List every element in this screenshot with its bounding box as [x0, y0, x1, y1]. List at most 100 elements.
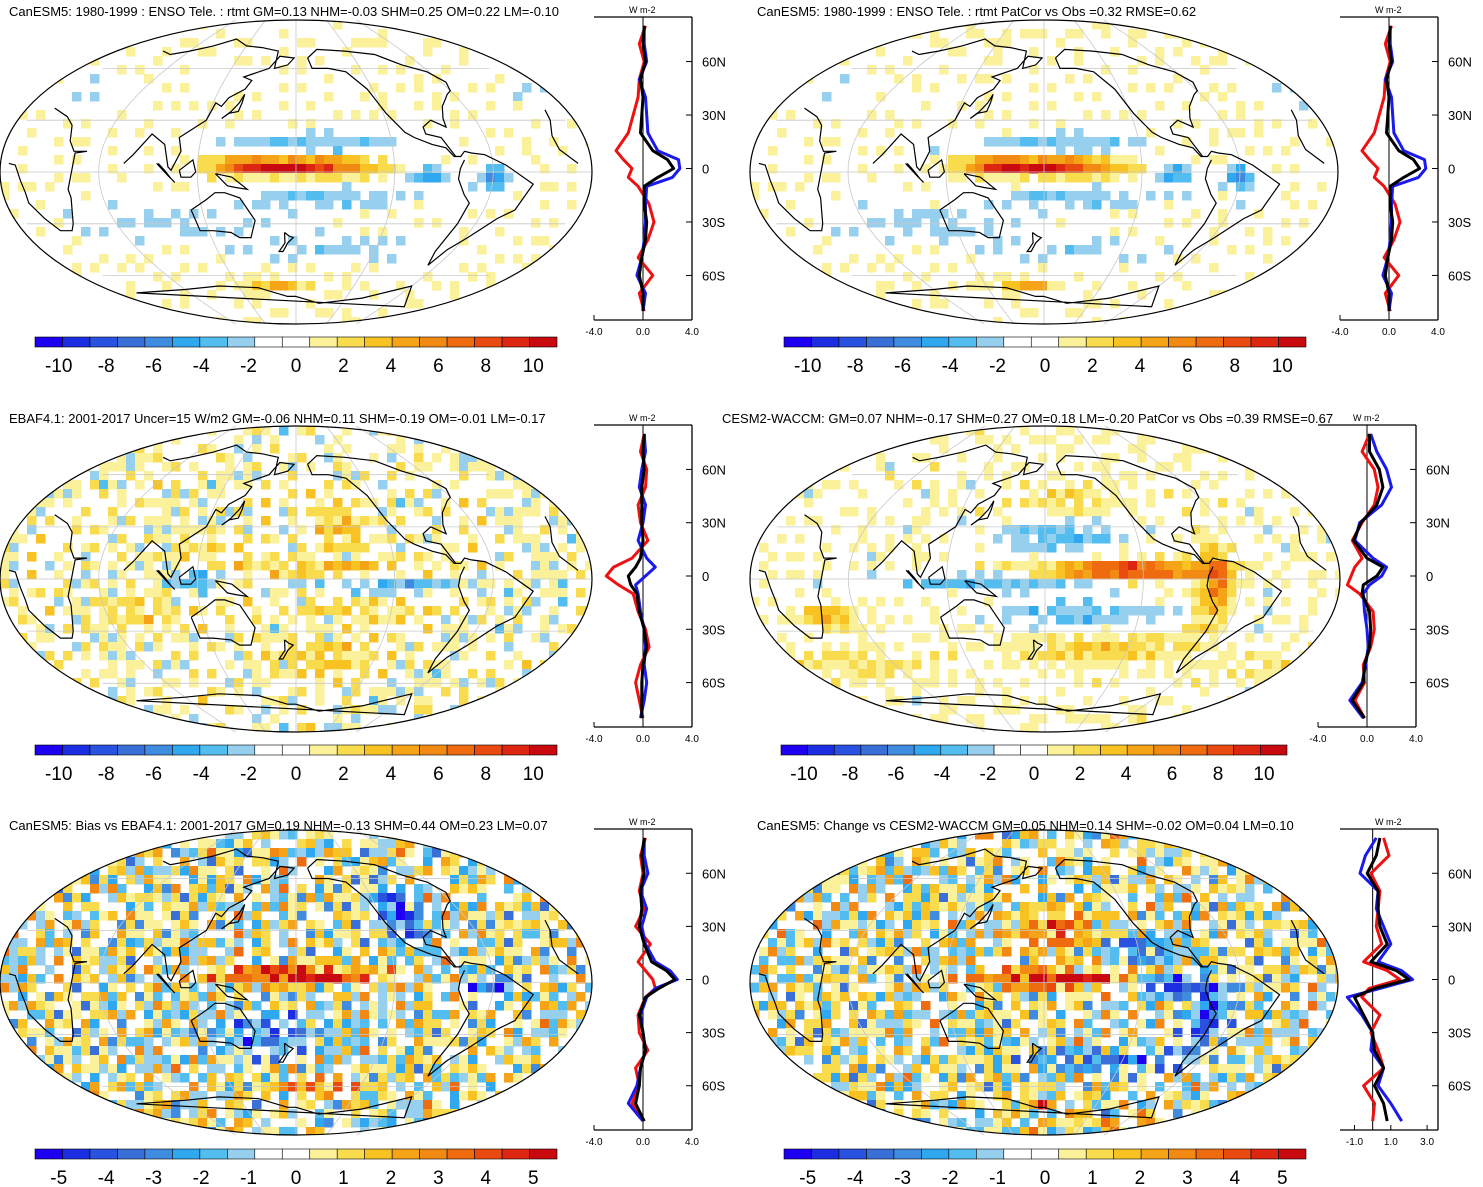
colorbar-box: [446, 1148, 475, 1160]
colorbar-box: [474, 336, 503, 348]
colorbar-box: [34, 744, 63, 756]
profile-x-label: 4.0: [685, 327, 699, 338]
profile-x-label: 1.0: [1384, 1137, 1398, 1148]
profile-lat-label: 60S: [1448, 1079, 1471, 1094]
colorbar-tick-label: 1: [1087, 1168, 1098, 1187]
colorbar-tick-label: 5: [1277, 1168, 1288, 1187]
colorbar-tick-label: 6: [1167, 764, 1178, 785]
colorbar-tick-label: 10: [523, 764, 544, 785]
graticule: [750, 829, 1338, 1136]
colorbar-box: [281, 744, 311, 756]
colorbar-box: [948, 1148, 977, 1160]
colorbar-box: [227, 1148, 256, 1160]
colorbar-box: [1153, 744, 1181, 756]
panel-bottom-left: CanESM5: Bias vs EBAF4.1: 2001-2017 GM=0…: [0, 817, 726, 1187]
zonal-profile: W m-2 60N 30N 0 30S 60S -4.0 0.0 4.0: [585, 817, 725, 1148]
colorbar-box: [1206, 744, 1235, 756]
colorbar-box: [1233, 744, 1261, 756]
profile-x-label: 0.0: [1382, 327, 1396, 338]
colorbar-box: [144, 1148, 173, 1160]
colorbar-tick-label: -10: [45, 356, 72, 377]
map-border: [749, 425, 1341, 733]
profile-x-label: 4.0: [1431, 327, 1445, 338]
colorbar-box: [364, 336, 393, 348]
colorbar-box: [172, 1148, 201, 1160]
profile-lat-label: 30S: [702, 622, 725, 637]
colorbar-box: [199, 1148, 228, 1160]
profile-lat-label: 30S: [1448, 1026, 1471, 1041]
profile-line-black: [637, 25, 676, 312]
colorbar-tick-label: -10: [45, 764, 72, 785]
colorbar-box: [1180, 744, 1208, 756]
profile-x-label: -4.0: [585, 734, 603, 745]
profile-lat-label: 30N: [1426, 516, 1450, 531]
colorbar-box: [811, 336, 840, 348]
profile-lat-label: 30N: [702, 108, 726, 123]
colorbar-tick-label: -6: [145, 356, 162, 377]
colorbar-box: [1073, 744, 1101, 756]
colorbar-box: [1030, 1148, 1060, 1160]
colorbar-box: [227, 336, 256, 348]
profile-lat-label: 60N: [702, 55, 726, 70]
colorbar-box: [976, 336, 1005, 348]
colorbar-box: [144, 744, 173, 756]
colorbar: -5 -4 -3 -2 -1 0 1 2 3 4 5: [783, 1148, 1307, 1187]
map-border: [0, 19, 593, 325]
colorbar-tick-label: -3: [145, 1168, 162, 1187]
colorbar-tick-label: -3: [894, 1168, 911, 1187]
colorbar-tick-label: 3: [433, 1168, 444, 1187]
profile-lat-label: 0: [1448, 162, 1455, 177]
panel-title: CESM2-WACCM: GM=0.07 NHM=-0.17 SHM=0.27 …: [722, 411, 1333, 426]
graticule: [0, 829, 592, 1136]
colorbar: -10 -8 -6 -4 -2 0 2 4 6 8 10: [783, 336, 1307, 377]
profile-line-black: [1350, 433, 1385, 719]
colorbar-tick-label: 4: [386, 764, 397, 785]
colorbar-box: [419, 336, 448, 348]
profile-line-black: [626, 433, 649, 719]
colorbar-tick-label: 0: [1040, 356, 1051, 377]
colorbar-box: [783, 336, 812, 348]
profile-line-red: [604, 433, 651, 719]
colorbar-box: [940, 744, 968, 756]
colorbar-tick-label: 8: [1230, 356, 1241, 377]
profile-lat-label: 30N: [702, 919, 726, 934]
colorbar-tick-label: 4: [386, 356, 397, 377]
colorbar-tick-label: 2: [386, 1168, 397, 1187]
profile-x-label: 0.0: [1360, 734, 1374, 745]
colorbar-box: [1278, 1148, 1307, 1160]
profile-lat-label: 0: [1426, 569, 1433, 584]
colorbar-tick-label: -4: [942, 356, 959, 377]
colorbar-box: [62, 1148, 91, 1160]
colorbar-box: [254, 744, 283, 756]
profile-line-black: [634, 837, 677, 1122]
colorbar-box: [1140, 1148, 1169, 1160]
colorbar-box: [501, 744, 530, 756]
profile-lat-label: 60N: [702, 462, 726, 477]
colorbar-box: [1113, 336, 1142, 348]
colorbar-tick-label: -8: [98, 356, 115, 377]
profile-x-label: 0.0: [636, 1137, 650, 1148]
colorbar-box: [993, 744, 1021, 756]
colorbar-tick-label: -2: [193, 1168, 210, 1187]
panel-bottom-right: CanESM5: Change vs CESM2-WACCM GM=0.05 N…: [749, 817, 1472, 1187]
colorbar-box: [811, 1148, 840, 1160]
colorbar-box: [446, 336, 475, 348]
panel-title: CanESM5: 1980-1999 : ENSO Tele. : rtmt P…: [757, 4, 1196, 19]
colorbar-box: [199, 744, 228, 756]
colorbar-box: [391, 336, 420, 348]
colorbar-tick-label: 1: [338, 1168, 349, 1187]
colorbar-tick-label: 6: [433, 356, 444, 377]
colorbar-box: [783, 1148, 812, 1160]
profile-unit: W m-2: [1375, 5, 1402, 15]
graticule: [750, 19, 1338, 325]
profile-lat-label: 30N: [1448, 108, 1472, 123]
colorbar-box: [391, 1148, 420, 1160]
graticule: [0, 19, 592, 325]
colorbar-tick-label: -10: [790, 764, 817, 785]
coastlines: [758, 38, 1325, 308]
colorbar-tick-label: 4: [1135, 356, 1146, 377]
colorbar-tick-label: 2: [338, 356, 349, 377]
colorbar-tick-label: -8: [98, 764, 115, 785]
colorbar-tick-label: 0: [1029, 764, 1040, 785]
colorbar-box: [474, 744, 503, 756]
